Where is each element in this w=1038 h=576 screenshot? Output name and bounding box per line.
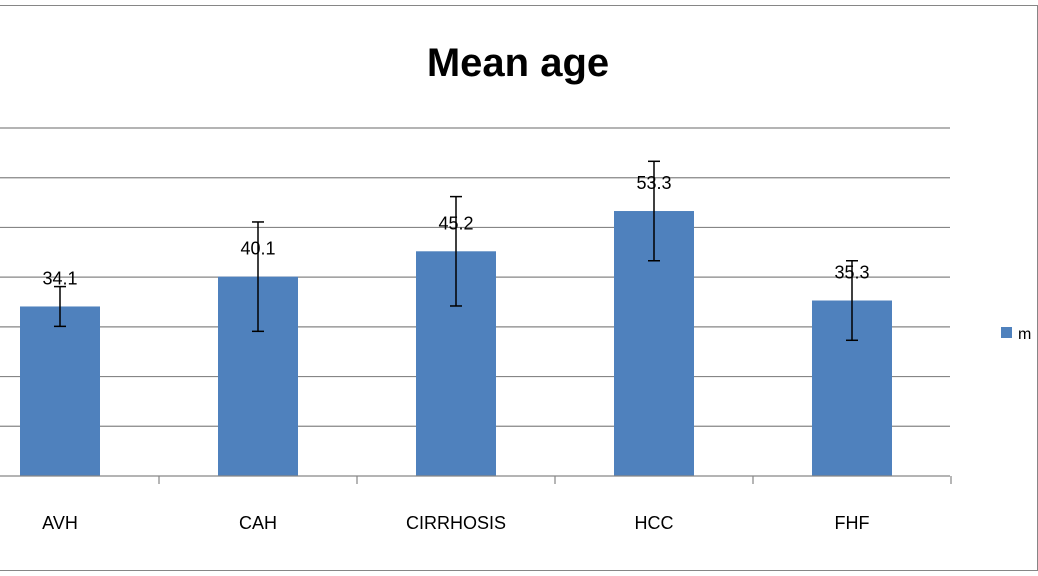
x-tick-label-hcc: HCC	[635, 513, 674, 533]
data-label-fhf: 35.3	[834, 263, 869, 283]
data-label-cirrhosis: 45.2	[438, 213, 473, 233]
x-axis: AVH CAH CIRRHOSIS HCC FHF	[0, 475, 952, 533]
bar-avh	[20, 306, 100, 476]
data-label-avh: 34.1	[42, 268, 77, 288]
bars	[20, 211, 892, 476]
legend: m	[1001, 326, 1031, 343]
x-tick-label-avh: AVH	[42, 513, 78, 533]
chart-title: Mean age	[427, 41, 609, 85]
x-tick-label-cah: CAH	[239, 513, 277, 533]
data-labels: 34.1 40.1 45.2 53.3 35.3	[42, 173, 869, 288]
chart-frame	[0, 5, 1038, 571]
legend-swatch	[1001, 327, 1012, 338]
x-tick-label-fhf: FHF	[835, 513, 870, 533]
legend-label: m	[1018, 326, 1031, 343]
error-bars	[54, 160, 858, 342]
x-tick-label-cirrhosis: CIRRHOSIS	[406, 513, 506, 533]
data-label-cah: 40.1	[240, 239, 275, 259]
data-label-hcc: 53.3	[636, 173, 671, 193]
